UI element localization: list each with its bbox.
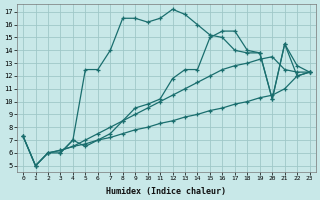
X-axis label: Humidex (Indice chaleur): Humidex (Indice chaleur) <box>106 187 226 196</box>
